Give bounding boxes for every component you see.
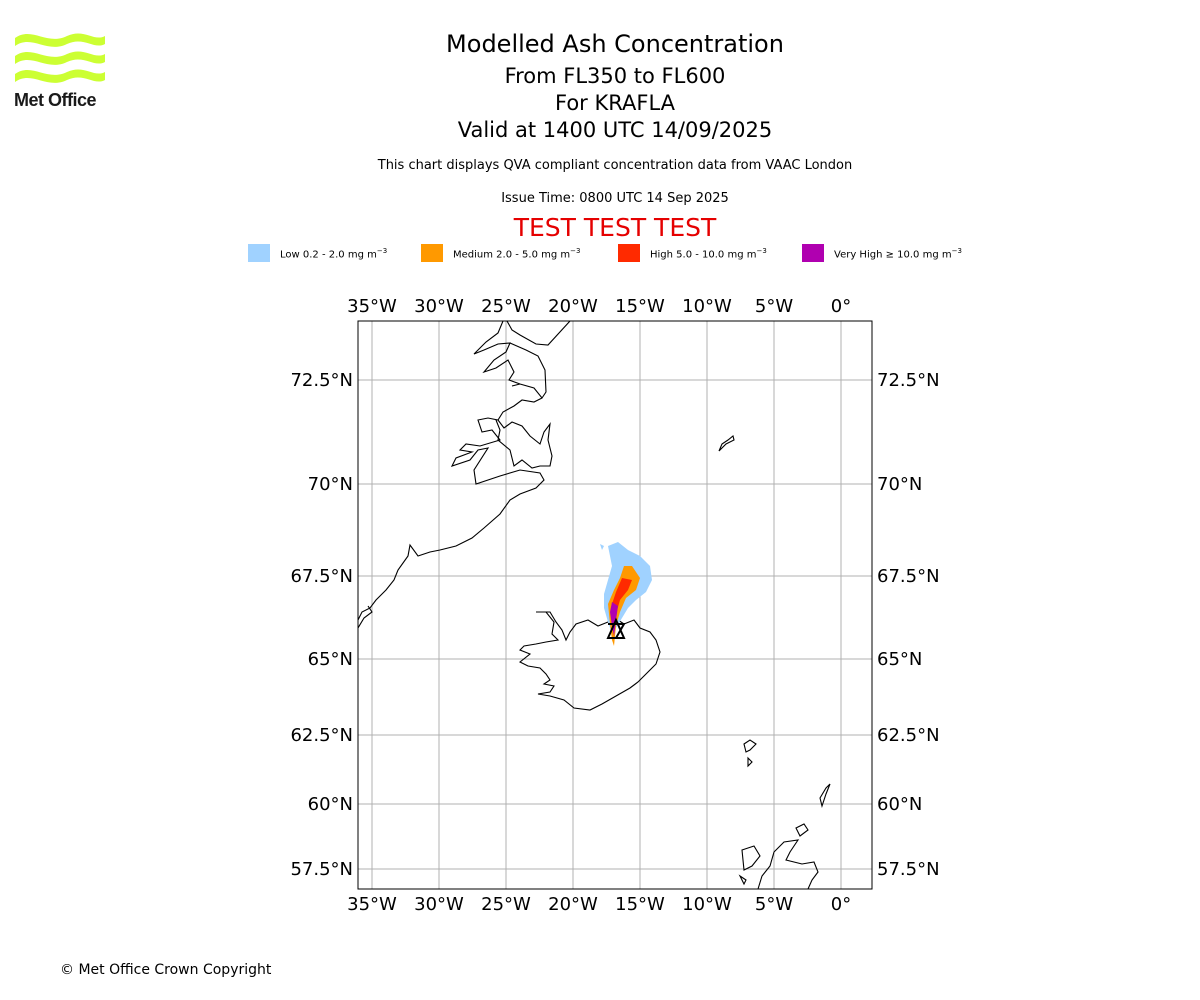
legend-swatch-very-high (802, 244, 824, 262)
coastline-faroes (743, 739, 757, 768)
coastlines (358, 321, 831, 889)
coastline-jan-mayen (718, 435, 735, 452)
legend-label-medium: Medium 2.0 - 5.0 mg m (453, 249, 571, 261)
volcano-marker (606, 617, 626, 639)
met-office-logo (15, 33, 105, 83)
lon-tick-label-top: 35°W (347, 296, 397, 317)
issue-time: Issue Time: 0800 UTC 14 Sep 2025 (501, 191, 729, 206)
legend-unit-exp: −3 (376, 247, 388, 255)
map-border (357, 320, 873, 890)
coastline-shetland (819, 783, 831, 808)
ash-plume (600, 542, 652, 646)
legend-unit-exp: −3 (951, 247, 962, 255)
copyright: © Met Office Crown Copyright (60, 962, 272, 978)
legend-label-low: Low 0.2 - 2.0 mg m (280, 249, 377, 261)
logo-wave-1 (15, 33, 105, 47)
lat-tick-label-right: 72.5°N (877, 370, 940, 391)
lat-tick-label-left: 60°N (308, 794, 353, 815)
legend-swatch-low (248, 244, 270, 262)
coastline-orkney (795, 823, 809, 837)
legend-unit-exp: −3 (570, 247, 581, 255)
axis-ticks: 35°W 35°W 30°W 30°W 25°W 25°W 20°W 20°W 15°W 15°W… (290, 296, 939, 915)
ash-zone-very-high (610, 602, 618, 636)
chart-title: Modelled Ash Concentration (446, 30, 784, 58)
lon-tick-label-bottom: 30°W (414, 894, 464, 915)
coastline-iceland (518, 611, 661, 711)
lon-tick-label-bottom: 0° (831, 894, 851, 915)
lon-tick-label-top: 5°W (755, 296, 793, 317)
qva-note: This chart displays QVA compliant concen… (377, 158, 853, 173)
lat-tick-label-left: 57.5°N (290, 859, 353, 880)
lon-tick-label-top: 10°W (682, 296, 732, 317)
coastline-scotland (738, 839, 819, 889)
legend-swatch-medium (421, 244, 443, 262)
lon-tick-label-top: 25°W (481, 296, 531, 317)
title-valid-time: Valid at 1400 UTC 14/09/2025 (457, 118, 773, 142)
lon-tick-label-bottom: 35°W (347, 894, 397, 915)
lon-tick-label-bottom: 20°W (548, 894, 598, 915)
test-banner: TEST TEST TEST (513, 213, 717, 242)
volcano-triangle-inverted (608, 623, 626, 639)
ash-zone-medium (608, 566, 640, 646)
lon-tick-label-bottom: 10°W (682, 894, 732, 915)
lat-tick-label-left: 70°N (308, 474, 353, 495)
coastline-greenland (358, 321, 571, 629)
title-flight-level: From FL350 to FL600 (504, 64, 726, 88)
title-volcano: For KRAFLA (555, 91, 675, 115)
lat-tick-label-right: 67.5°N (877, 566, 940, 587)
lat-tick-label-left: 65°N (308, 649, 353, 670)
lon-tick-label-top: 0° (831, 296, 851, 317)
lat-tick-label-left: 72.5°N (290, 370, 353, 391)
met-office-wordmark: Met Office (14, 90, 97, 110)
logo-wave-2 (15, 51, 105, 65)
lon-tick-label-bottom: 15°W (615, 894, 665, 915)
lat-tick-label-right: 62.5°N (877, 725, 940, 746)
lat-tick-label-right: 65°N (877, 649, 922, 670)
lon-tick-label-top: 20°W (548, 296, 598, 317)
lat-tick-label-right: 60°N (877, 794, 922, 815)
lon-tick-label-top: 30°W (414, 296, 464, 317)
lat-tick-label-left: 67.5°N (290, 566, 353, 587)
legend-unit-exp: −3 (756, 247, 767, 255)
ash-zone-high (612, 578, 632, 632)
lat-tick-label-left: 62.5°N (290, 725, 353, 746)
legend-label-high: High 5.0 - 10.0 mg m (650, 249, 757, 261)
legend-label-very-high: Very High ≥ 10.0 mg m (834, 249, 952, 261)
lon-tick-label-bottom: 5°W (755, 894, 793, 915)
lat-tick-label-right: 70°N (877, 474, 922, 495)
lon-tick-label-top: 15°W (615, 296, 665, 317)
legend-swatch-high (618, 244, 640, 262)
lon-tick-label-bottom: 25°W (481, 894, 531, 915)
lat-tick-label-right: 57.5°N (877, 859, 940, 880)
logo-wave-3 (15, 69, 105, 83)
